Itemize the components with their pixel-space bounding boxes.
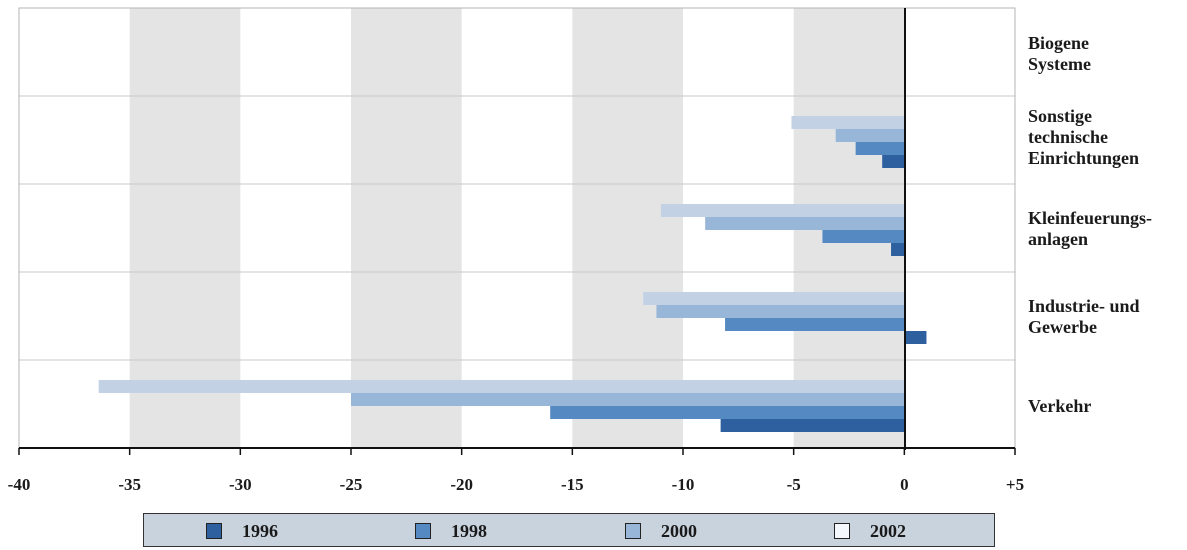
x-tick-label: -30	[229, 475, 252, 494]
x-tick-label: -10	[672, 475, 695, 494]
x-axis-ticks: -40 -35 -30 -25 -20 -15 -10 -5 0 +5	[8, 448, 1024, 494]
x-tick-label: -25	[340, 475, 363, 494]
legend-swatch-2000	[625, 523, 641, 539]
legend-label-1998: 1998	[451, 520, 487, 541]
bar-1998-4	[550, 406, 905, 419]
bar-2002-3	[643, 292, 905, 305]
bar-2002-2	[660, 204, 905, 217]
legend-swatch-1996	[206, 523, 222, 539]
grid-band	[351, 8, 462, 448]
bar-1996-2	[891, 243, 905, 256]
bar-1998-2	[822, 230, 905, 243]
legend: 1996 1998 2000 2002	[143, 513, 995, 547]
bar-2000-1	[835, 129, 905, 142]
category-label: Verkehr	[1028, 396, 1092, 416]
grid-bands	[129, 8, 905, 448]
legend-item-2002: 2002	[834, 520, 906, 542]
category-label: Sonstige technische Einrichtungen	[1028, 106, 1140, 168]
x-tick-label: -35	[118, 475, 141, 494]
grid-band	[129, 8, 241, 448]
x-tick-label: -15	[561, 475, 584, 494]
x-tick-label: 0	[900, 475, 909, 494]
legend-swatch-2002	[834, 523, 850, 539]
legend-label-2002: 2002	[870, 520, 906, 541]
bar-1996-4	[720, 419, 905, 432]
legend-item-1996: 1996	[206, 520, 278, 542]
x-tick-label: +5	[1006, 475, 1024, 494]
bar-1996-3	[904, 331, 927, 344]
legend-item-1998: 1998	[415, 520, 487, 542]
bar-2000-2	[705, 217, 905, 230]
bar-2002-1	[791, 116, 905, 129]
bar-1998-1	[855, 142, 905, 155]
x-tick-label: -20	[450, 475, 473, 494]
category-label: Industrie- und Gewerbe	[1028, 296, 1140, 337]
legend-item-2000: 2000	[625, 520, 697, 542]
x-tick-label: -5	[787, 475, 801, 494]
bar-1996-1	[882, 155, 905, 168]
legend-label-2000: 2000	[661, 520, 697, 541]
bars	[98, 116, 927, 432]
category-separators	[19, 95, 1015, 361]
bar-2002-4	[98, 380, 905, 393]
legend-swatch-1998	[415, 523, 431, 539]
bar-1998-3	[725, 318, 905, 331]
x-tick-label: -40	[8, 475, 31, 494]
grid-band	[572, 8, 683, 448]
bar-2000-3	[656, 305, 905, 318]
category-label: Biogene Systeme	[1028, 33, 1091, 74]
bar-2000-4	[351, 393, 905, 406]
legend-label-1996: 1996	[242, 520, 278, 541]
category-label: Kleinfeuerungs- anlagen	[1028, 208, 1152, 249]
